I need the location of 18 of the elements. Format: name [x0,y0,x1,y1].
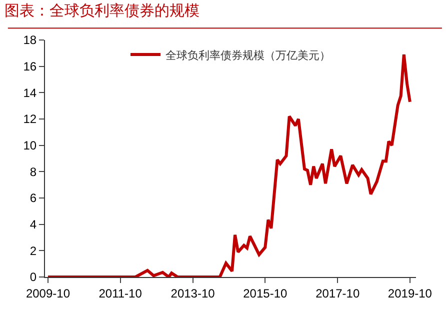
y-tick-label: 14 [23,86,37,100]
y-tick-label: 10 [23,138,37,153]
chart-title: 图表：全球负利率债券的规模 [4,2,200,20]
y-tick-label: 0 [30,270,37,284]
x-tick-label: 2009-10 [26,286,70,300]
y-tick-label: 12 [23,112,37,126]
x-tick-label: 2011-10 [98,286,142,300]
x-tick-label: 2019-10 [388,286,432,300]
y-tick-label: 6 [30,191,37,206]
y-tick-label: 2 [30,244,37,258]
y-tick-label: 16 [23,60,37,74]
x-tick-label: 2017-10 [316,286,360,300]
legend-label: 全球负利率债券规模（万亿美元） [166,48,330,62]
y-tick-label: 18 [23,33,37,48]
x-tick-label: 2015-10 [243,286,288,300]
x-tick-label: 2013-10 [170,286,216,300]
y-tick-label: 4 [30,218,37,232]
y-tick-label: 8 [30,164,37,179]
